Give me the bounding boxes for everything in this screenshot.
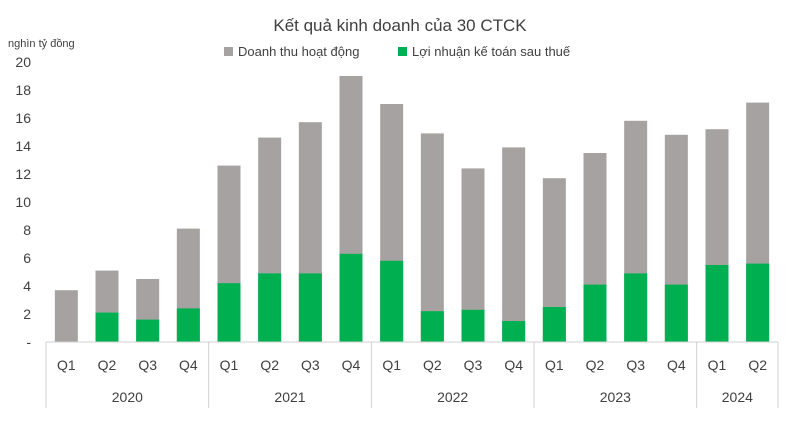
bar — [95, 312, 119, 342]
legend-swatch — [398, 47, 407, 56]
y-tick-label: 2 — [23, 306, 31, 322]
x-tick-label: Q3 — [138, 357, 157, 373]
y-tick-label: 16 — [15, 110, 31, 126]
x-tick-label: Q1 — [708, 357, 727, 373]
bars — [54, 76, 770, 342]
bar — [624, 273, 648, 342]
y-axis-label: nghìn tỷ đồng — [8, 38, 75, 50]
x-tick-label: Q3 — [464, 357, 483, 373]
bar — [461, 309, 485, 342]
bar — [461, 168, 485, 342]
y-tick-label: 6 — [23, 250, 31, 266]
x-tick-label: Q2 — [260, 357, 279, 373]
bar — [420, 133, 444, 342]
series-profit — [95, 253, 770, 342]
x-tick-label: Q4 — [179, 357, 198, 373]
x-tick-label: Q2 — [748, 357, 767, 373]
legend-label: Doanh thu hoạt động — [238, 44, 359, 59]
bar — [542, 178, 566, 342]
x-tick-label: Q2 — [586, 357, 605, 373]
bar — [380, 260, 404, 342]
x-tick-label: Q4 — [342, 357, 361, 373]
bar — [54, 290, 78, 342]
bar — [136, 319, 160, 342]
x-group-label: 2022 — [437, 389, 468, 405]
x-tick-label: Q4 — [504, 357, 523, 373]
y-tick-label: 20 — [15, 54, 31, 70]
bar — [502, 147, 526, 342]
legend-swatch — [224, 47, 233, 56]
bar — [502, 321, 526, 342]
bar — [176, 308, 200, 342]
x-tick-label: Q2 — [98, 357, 117, 373]
bar — [705, 265, 729, 342]
y-tick-label: 4 — [23, 278, 31, 294]
x-tick-label: Q1 — [57, 357, 76, 373]
x-tick-label: Q1 — [545, 357, 564, 373]
y-tick-label: 18 — [15, 82, 31, 98]
x-tick-label: Q1 — [382, 357, 401, 373]
x-group-label: 2024 — [722, 389, 753, 405]
bar — [258, 273, 282, 342]
x-tick-label: Q1 — [220, 357, 239, 373]
bar — [664, 284, 688, 342]
x-group-label: 2021 — [274, 389, 305, 405]
x-axis: Q1 Q2 Q3 Q4 Q1 Q2 Q3 Q4 Q1 Q2 Q3 Q4 Q1 Q2 Q3 Q4 Q1 Q2 2020… — [45, 341, 779, 408]
y-axis: - 2 4 6 8 10 12 14 16 18 20 — [15, 54, 31, 350]
chart-title: Kết quả kinh doanh của 30 CTCK — [273, 16, 527, 35]
x-group-label: 2020 — [112, 389, 143, 405]
y-tick-label: 12 — [15, 166, 31, 182]
bar — [746, 263, 770, 342]
x-group-label: 2023 — [600, 389, 631, 405]
x-tick-label: Q3 — [626, 357, 645, 373]
x-tick-label: Q4 — [667, 357, 686, 373]
x-tick-label: Q3 — [301, 357, 320, 373]
bar — [339, 253, 363, 342]
x-tick-label: Q2 — [423, 357, 442, 373]
y-tick-label: - — [26, 334, 31, 350]
y-tick-label: 14 — [15, 138, 31, 154]
bar — [298, 273, 322, 342]
bar — [583, 284, 607, 342]
series-revenue — [54, 76, 770, 342]
bar — [217, 283, 241, 342]
y-tick-label: 8 — [23, 222, 31, 238]
legend: Doanh thu hoạt động Lợi nhuận kế toán sau… — [224, 44, 571, 59]
y-tick-label: 10 — [15, 194, 31, 210]
bar — [542, 307, 566, 342]
bar — [420, 311, 444, 342]
legend-label: Lợi nhuận kế toán sau thuế — [412, 44, 571, 59]
